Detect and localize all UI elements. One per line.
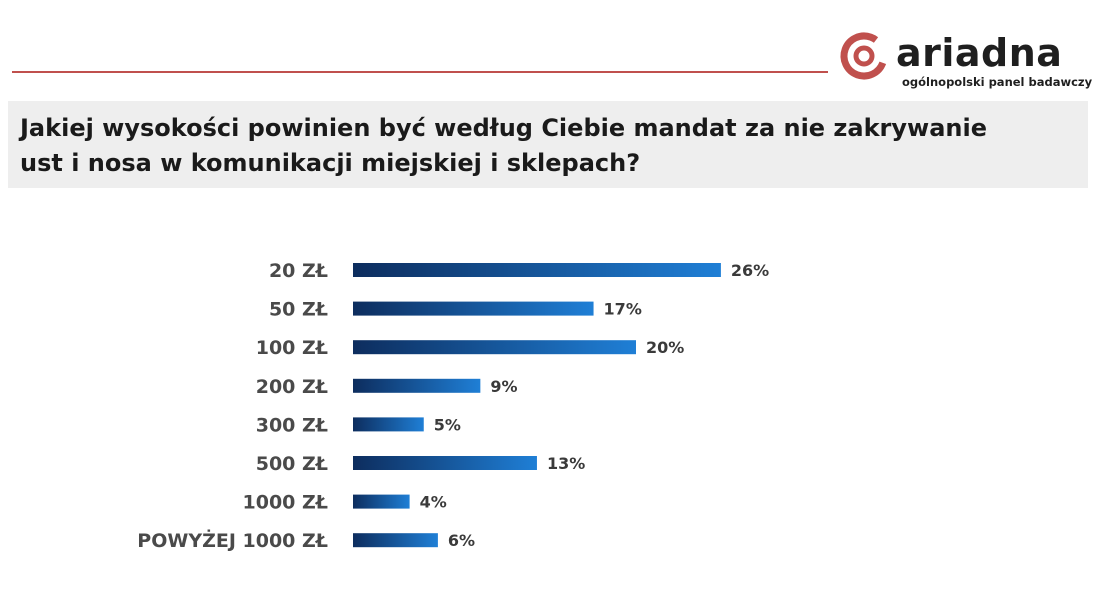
category-label: 100 ZŁ: [256, 337, 328, 359]
category-label: 500 ZŁ: [256, 453, 328, 475]
bar: [353, 301, 594, 316]
category-label: 20 ZŁ: [269, 260, 328, 282]
category-label: 300 ZŁ: [256, 414, 328, 436]
bar: [353, 340, 636, 355]
category-label: POWYŻEJ 1000 ZŁ: [137, 528, 328, 552]
bar: [353, 456, 537, 470]
bar: [353, 417, 424, 432]
header-divider: [12, 71, 828, 73]
bar-chart: 20 ZŁ 26% 50 ZŁ 17% 100 ZŁ 20% 200 ZŁ 9% 300 ZŁ 5…: [137, 260, 769, 552]
category-label: 200 ZŁ: [256, 376, 328, 398]
value-label: 17%: [604, 300, 642, 319]
category-label: 1000 ZŁ: [243, 492, 328, 514]
brand-logo: ariadna ogólnopolski panel badawczy: [838, 30, 1092, 94]
bar: [353, 533, 438, 548]
bar: [353, 378, 481, 393]
bar: [353, 263, 721, 277]
chart-title: Jakiej wysokości powinien być według Cie…: [20, 114, 987, 177]
question-banner: Jakiej wysokości powinien być według Cie…: [8, 101, 1088, 188]
value-label: 20%: [646, 338, 684, 357]
value-label: 9%: [490, 377, 517, 396]
value-label: 4%: [420, 493, 447, 512]
brand-name: ariadna: [896, 31, 1063, 75]
brand-tagline: ogólnopolski panel badawczy: [902, 75, 1093, 89]
value-label: 13%: [547, 454, 585, 473]
value-label: 6%: [448, 531, 475, 550]
value-label: 26%: [731, 261, 769, 280]
bar: [353, 494, 410, 509]
value-label: 5%: [434, 415, 461, 434]
ariadna-logo-icon: [840, 32, 888, 80]
category-label: 50 ZŁ: [269, 299, 328, 321]
